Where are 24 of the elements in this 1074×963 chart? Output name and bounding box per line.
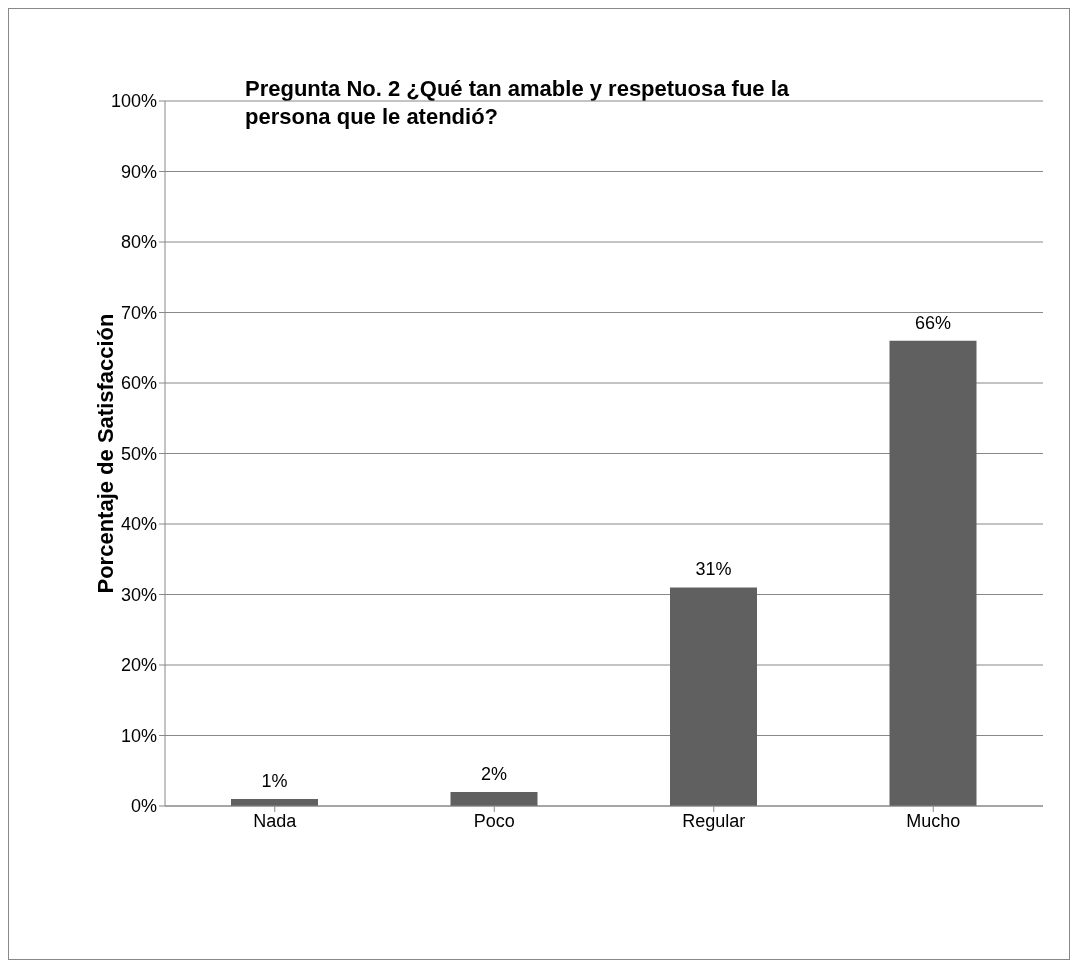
y-tick-label: 30% [120,584,157,605]
y-axis-title: Porcentaje de Satisfacción [92,313,118,594]
bar [670,587,757,806]
y-tick-label: 80% [120,232,157,253]
data-label: 66% [914,312,952,333]
y-tick-label: 20% [120,655,157,676]
x-tick-label: Mucho [906,810,961,831]
y-tick-label: 60% [120,373,157,394]
chart-title: Pregunta No. 2 ¿Qué tan amable y respetuosa fue la persona que le atendió? [245,75,791,131]
x-tick-label: Regular [682,810,746,831]
y-tick-label: 100% [110,91,157,112]
x-tick-label: Poco [473,810,515,831]
data-label: 31% [695,559,732,580]
y-tick-label: 40% [120,514,157,535]
y-tick-label: 50% [120,443,157,464]
y-tick-label: 10% [120,725,157,746]
data-label: 1% [261,770,288,791]
bar [889,340,977,806]
y-tick-label: 90% [120,161,157,182]
y-tick-label: 0% [130,796,157,817]
bar [450,791,538,806]
x-tick-label: Nada [253,810,298,831]
y-tick-label: 70% [120,302,157,323]
data-label: 2% [480,763,508,784]
